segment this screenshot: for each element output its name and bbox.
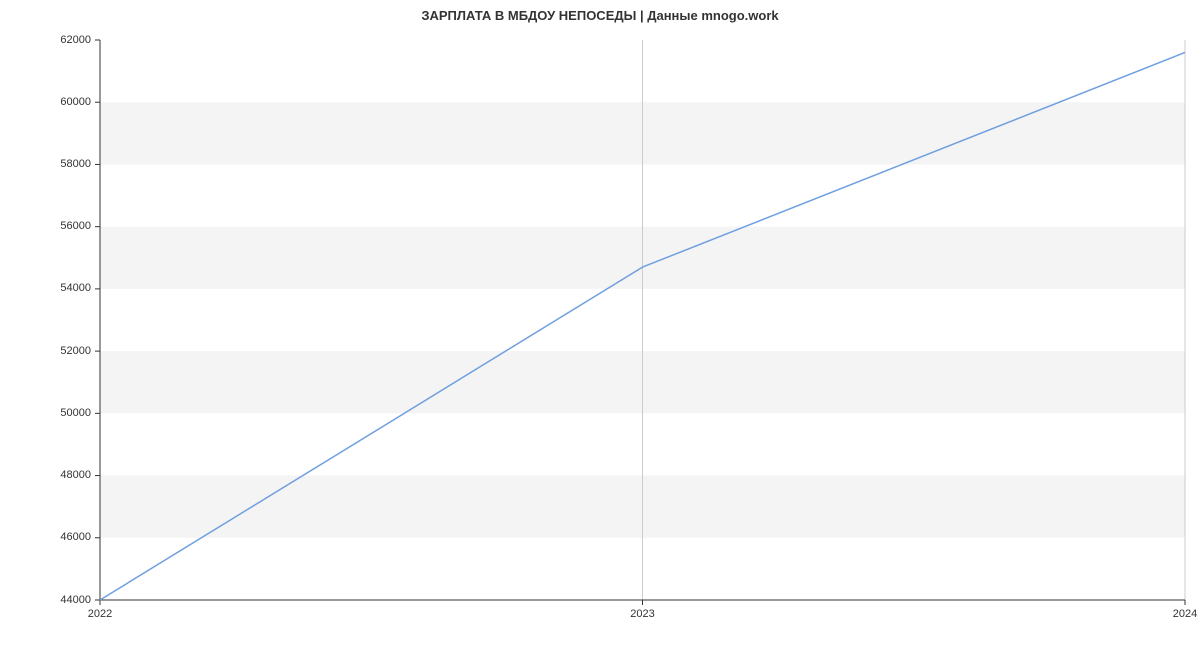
y-tick-label: 58000 bbox=[60, 158, 91, 170]
chart-plot-svg bbox=[0, 0, 1200, 650]
y-tick-label: 54000 bbox=[60, 282, 91, 294]
y-tick-label: 46000 bbox=[60, 531, 91, 543]
x-tick-label: 2022 bbox=[70, 608, 130, 620]
y-tick-label: 60000 bbox=[60, 96, 91, 108]
y-tick-label: 48000 bbox=[60, 469, 91, 481]
salary-line-chart: ЗАРПЛАТА В МБДОУ НЕПОСЕДЫ | Данные mnogo… bbox=[0, 0, 1200, 650]
x-tick-label: 2024 bbox=[1155, 608, 1200, 620]
y-tick-label: 44000 bbox=[60, 594, 91, 606]
x-tick-label: 2023 bbox=[613, 608, 673, 620]
y-tick-label: 52000 bbox=[60, 345, 91, 357]
y-tick-label: 62000 bbox=[60, 34, 91, 46]
y-tick-label: 56000 bbox=[60, 220, 91, 232]
y-tick-label: 50000 bbox=[60, 407, 91, 419]
